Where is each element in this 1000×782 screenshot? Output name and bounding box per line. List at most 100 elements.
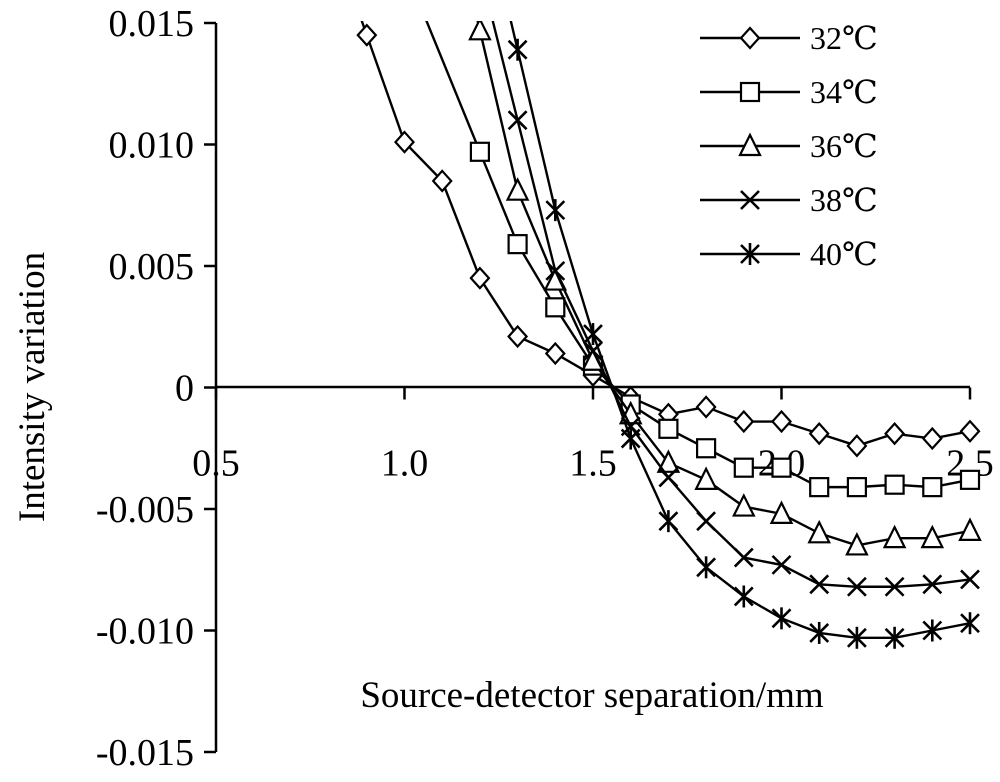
legend-marker	[740, 190, 760, 210]
legend-marker	[738, 132, 762, 157]
data-point	[809, 621, 830, 644]
series-line	[509, 21, 971, 639]
data-point	[884, 626, 905, 649]
data-point	[507, 110, 528, 131]
data-point	[882, 524, 907, 549]
data-point	[884, 474, 905, 495]
series-asterisk	[507, 21, 980, 649]
data-point	[545, 199, 566, 222]
series-line	[491, 21, 971, 588]
data-point	[959, 419, 981, 443]
data-point	[505, 177, 530, 201]
legend-item: 32℃	[700, 20, 878, 56]
data-point	[658, 418, 679, 439]
data-point	[808, 422, 830, 446]
legend-item: 40℃	[700, 236, 878, 272]
data-point	[356, 23, 378, 47]
data-point	[469, 141, 490, 162]
legend-marker	[739, 26, 761, 50]
data-point	[507, 234, 528, 255]
data-point	[884, 576, 905, 597]
data-point	[545, 297, 566, 318]
series-diamond	[356, 21, 981, 458]
data-point	[884, 422, 906, 446]
data-point	[845, 531, 869, 556]
legend-label: 38℃	[810, 182, 878, 218]
x-tick-label: 1.5	[569, 443, 617, 485]
data-point	[809, 477, 830, 498]
y-tick-label: 0.015	[109, 3, 195, 45]
series-line	[425, 21, 971, 489]
data-point	[769, 500, 794, 524]
data-point	[771, 554, 792, 575]
legend-label: 34℃	[810, 74, 878, 110]
data-point	[958, 517, 982, 541]
y-tick-label: 0.005	[109, 246, 195, 288]
series-triangle	[468, 21, 982, 556]
data-point	[846, 477, 868, 498]
data-point	[469, 266, 491, 290]
data-point	[846, 626, 867, 649]
data-point	[922, 619, 943, 642]
legend-label: 40℃	[810, 236, 878, 272]
data-point	[656, 449, 681, 473]
y-tick-label: 0.010	[109, 125, 195, 167]
data-point	[507, 324, 529, 349]
data-point	[620, 427, 641, 450]
legend-label: 36℃	[810, 128, 878, 164]
x-tick-label: 0.5	[192, 443, 240, 485]
series-x	[491, 21, 980, 597]
data-point	[468, 21, 492, 41]
data-point	[846, 576, 867, 597]
data-point	[922, 477, 943, 498]
y-tick-label: 0	[175, 368, 194, 410]
data-point	[960, 612, 980, 635]
data-point	[771, 409, 792, 434]
data-point	[507, 38, 528, 61]
data-point	[771, 607, 792, 630]
data-point	[658, 467, 679, 488]
data-point	[846, 434, 868, 458]
legend-item: 38℃	[700, 182, 878, 218]
data-point	[733, 547, 754, 568]
series-layer	[356, 21, 982, 649]
y-tick-label: -0.010	[96, 611, 194, 653]
series-square	[425, 21, 981, 498]
y-tick-label: -0.005	[96, 489, 194, 531]
legend-item: 34℃	[700, 74, 878, 110]
data-point	[733, 457, 754, 478]
data-point	[394, 130, 415, 154]
data-point	[807, 519, 831, 544]
y-tick-label: -0.015	[96, 732, 194, 774]
legend-marker	[739, 81, 761, 103]
data-point	[920, 524, 945, 549]
data-point	[583, 341, 603, 361]
data-point	[694, 466, 718, 490]
data-point	[544, 341, 566, 366]
y-axis-title: Intensity variation	[12, 252, 53, 522]
data-point	[696, 511, 717, 532]
data-point	[733, 585, 754, 608]
legend: 32℃ 34℃ 36℃ 38℃ 40℃	[700, 20, 878, 272]
data-point	[583, 323, 603, 346]
data-point	[771, 457, 792, 478]
data-point	[960, 569, 980, 590]
x-ticks: 0.51.01.52.02.5	[192, 387, 994, 485]
legend-label: 32℃	[810, 20, 878, 56]
data-point	[658, 510, 679, 533]
data-point	[732, 493, 756, 517]
data-point	[959, 469, 981, 490]
data-point	[431, 169, 453, 193]
data-point	[922, 574, 943, 595]
x-tick-label: 1.0	[381, 443, 429, 485]
data-point	[695, 438, 717, 459]
data-point	[733, 409, 755, 434]
y-ticks: 0.015 0.010 0.005 0 -0.005 -0.010 -0.015	[96, 3, 216, 774]
data-point	[809, 574, 830, 595]
legend-item: 36℃	[700, 128, 878, 164]
data-point	[695, 395, 717, 419]
data-point	[696, 556, 717, 579]
x-axis-title: Source-detector separation/mm	[360, 675, 824, 716]
data-point	[921, 426, 943, 451]
